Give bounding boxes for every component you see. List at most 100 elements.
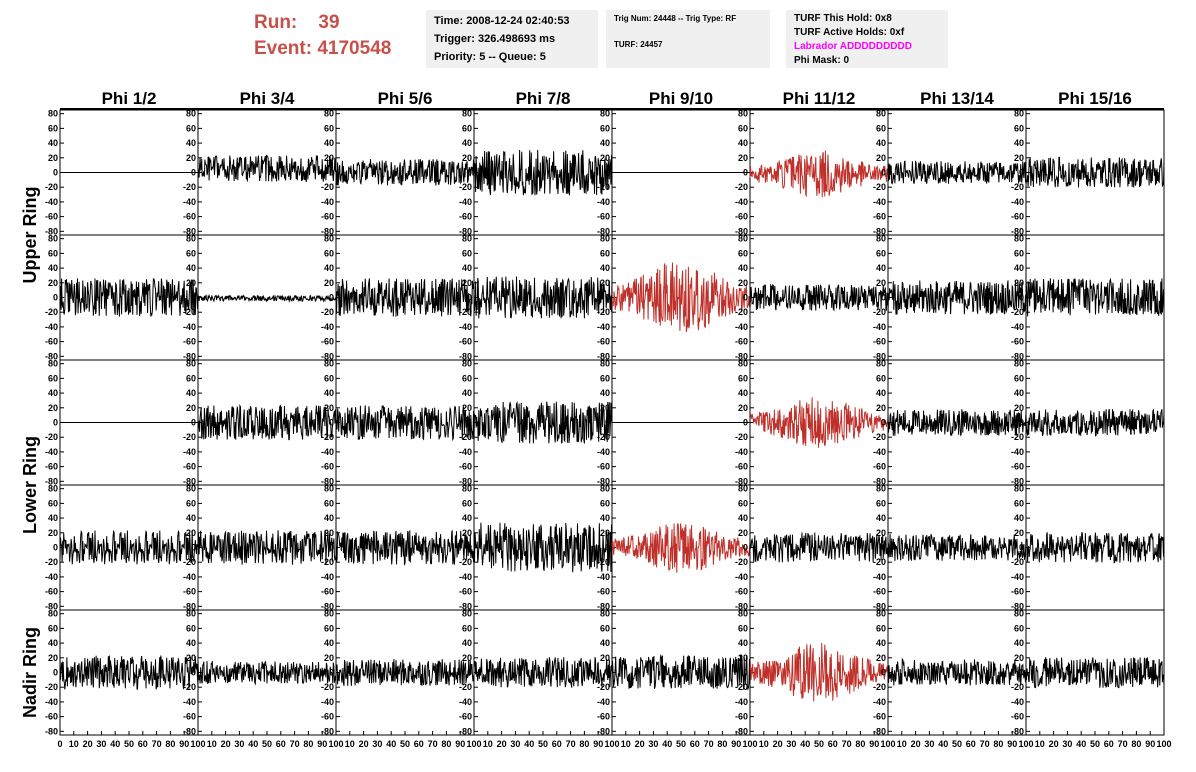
x-tick-label: 40 bbox=[524, 739, 534, 749]
y-tick-label: -40 bbox=[735, 197, 748, 207]
run-event-block: Run: 39 Event: 4170548 bbox=[254, 10, 391, 62]
y-tick-label: -40 bbox=[1011, 697, 1024, 707]
y-tick-label: 80 bbox=[48, 109, 58, 119]
trigger-text: Trigger: 326.498693 ms bbox=[434, 33, 556, 45]
run-row: Run: 39 bbox=[254, 10, 391, 36]
y-tick-label: -40 bbox=[45, 322, 58, 332]
y-tick-label: -60 bbox=[183, 462, 196, 472]
y-tick-label: 80 bbox=[324, 484, 334, 494]
y-tick-label: 80 bbox=[462, 234, 472, 244]
y-tick-label: -40 bbox=[183, 697, 196, 707]
y-tick-label: 60 bbox=[738, 623, 748, 633]
y-tick-label: -40 bbox=[183, 197, 196, 207]
turf-info-box: TURF This Hold: 0x8 TURF Active Holds: 0… bbox=[786, 10, 948, 68]
y-tick-label: -80 bbox=[873, 476, 886, 486]
y-tick-label: -40 bbox=[873, 572, 886, 582]
y-tick-label: 80 bbox=[876, 109, 886, 119]
y-tick-label: -80 bbox=[597, 601, 610, 611]
y-tick-label: -80 bbox=[45, 726, 58, 736]
y-tick-label: 60 bbox=[1014, 623, 1024, 633]
y-tick-label: -20 bbox=[183, 557, 196, 567]
x-tick-label: 50 bbox=[400, 739, 410, 749]
x-tick-label: 10 bbox=[345, 739, 355, 749]
y-tick-label: 80 bbox=[876, 359, 886, 369]
y-tick-label: -40 bbox=[459, 322, 472, 332]
y-tick-label: -60 bbox=[873, 462, 886, 472]
y-tick-label: 40 bbox=[462, 638, 472, 648]
y-tick-label: -40 bbox=[597, 572, 610, 582]
x-tick-label: 10 bbox=[483, 739, 493, 749]
y-tick-label: 40 bbox=[186, 263, 196, 273]
x-tick-label: 80 bbox=[303, 739, 313, 749]
y-tick-label: 0 bbox=[881, 168, 886, 178]
y-tick-label: 80 bbox=[462, 109, 472, 119]
y-tick-label: 80 bbox=[738, 234, 748, 244]
y-tick-label: -80 bbox=[321, 601, 334, 611]
y-tick-label: -20 bbox=[45, 682, 58, 692]
y-tick-label: -40 bbox=[873, 197, 886, 207]
y-tick-label: 20 bbox=[324, 653, 334, 663]
y-tick-label: 80 bbox=[738, 359, 748, 369]
y-tick-label: -80 bbox=[597, 226, 610, 236]
y-tick-label: 0 bbox=[605, 168, 610, 178]
y-tick-label: 40 bbox=[324, 138, 334, 148]
waveform-trace-r2-c1 bbox=[197, 403, 337, 441]
y-tick-label: 0 bbox=[191, 418, 196, 428]
run-value: 39 bbox=[318, 12, 340, 33]
x-tick-label: 30 bbox=[786, 739, 796, 749]
y-tick-label: -20 bbox=[183, 432, 196, 442]
y-tick-label: 80 bbox=[324, 234, 334, 244]
y-tick-label: 80 bbox=[48, 234, 58, 244]
waveform-trace-r0-c2 bbox=[335, 159, 475, 186]
y-tick-label: 80 bbox=[600, 109, 610, 119]
x-tick-label: 90 bbox=[869, 739, 879, 749]
y-tick-label: -60 bbox=[459, 462, 472, 472]
y-tick-label: 0 bbox=[467, 668, 472, 678]
y-tick-label: 40 bbox=[1014, 638, 1024, 648]
y-tick-label: -80 bbox=[873, 351, 886, 361]
y-tick-label: 60 bbox=[738, 123, 748, 133]
waveform-trace-r1-c1 bbox=[197, 293, 337, 304]
y-tick-label: 20 bbox=[1014, 653, 1024, 663]
phi-mask-text: Phi Mask: 0 bbox=[794, 55, 850, 66]
waveform-trace-r3-c1 bbox=[197, 530, 337, 565]
y-tick-label: -40 bbox=[45, 572, 58, 582]
y-tick-label: -20 bbox=[873, 682, 886, 692]
y-tick-label: 80 bbox=[1014, 109, 1024, 119]
y-tick-label: 0 bbox=[467, 418, 472, 428]
waveform-trace-r3-c7 bbox=[1025, 532, 1165, 564]
y-tick-label: 60 bbox=[186, 498, 196, 508]
y-tick-label: -40 bbox=[597, 322, 610, 332]
y-tick-label: -80 bbox=[735, 726, 748, 736]
waveform-trace-r1-c5 bbox=[749, 283, 889, 312]
y-tick-label: 0 bbox=[467, 168, 472, 178]
y-tick-label: 80 bbox=[186, 359, 196, 369]
y-tick-label: -80 bbox=[183, 601, 196, 611]
y-tick-label: -20 bbox=[1011, 307, 1024, 317]
waveform-trace-r3-c3 bbox=[473, 522, 613, 573]
y-tick-label: 20 bbox=[876, 653, 886, 663]
x-tick-label: 90 bbox=[1145, 739, 1155, 749]
y-tick-label: 80 bbox=[876, 234, 886, 244]
y-tick-label: -60 bbox=[735, 462, 748, 472]
waveform-trace-r4-c2 bbox=[335, 659, 475, 686]
y-tick-label: 40 bbox=[48, 638, 58, 648]
x-tick-label: 20 bbox=[773, 739, 783, 749]
y-tick-label: 40 bbox=[48, 513, 58, 523]
y-tick-label: 80 bbox=[738, 109, 748, 119]
y-tick-label: -80 bbox=[597, 726, 610, 736]
y-tick-label: -60 bbox=[321, 462, 334, 472]
waveform-trace-r1-c6 bbox=[887, 280, 1027, 315]
y-tick-label: 80 bbox=[1014, 609, 1024, 619]
y-tick-label: 60 bbox=[600, 373, 610, 383]
y-tick-label: -60 bbox=[597, 337, 610, 347]
y-tick-label: -80 bbox=[45, 601, 58, 611]
y-tick-label: -20 bbox=[735, 557, 748, 567]
y-tick-label: 80 bbox=[324, 109, 334, 119]
x-tick-label: 40 bbox=[110, 739, 120, 749]
y-tick-label: 20 bbox=[1014, 528, 1024, 538]
column-header-4: Phi 7/8 bbox=[516, 89, 571, 108]
y-tick-label: -60 bbox=[459, 712, 472, 722]
y-tick-label: 20 bbox=[324, 278, 334, 288]
y-tick-label: -60 bbox=[597, 462, 610, 472]
